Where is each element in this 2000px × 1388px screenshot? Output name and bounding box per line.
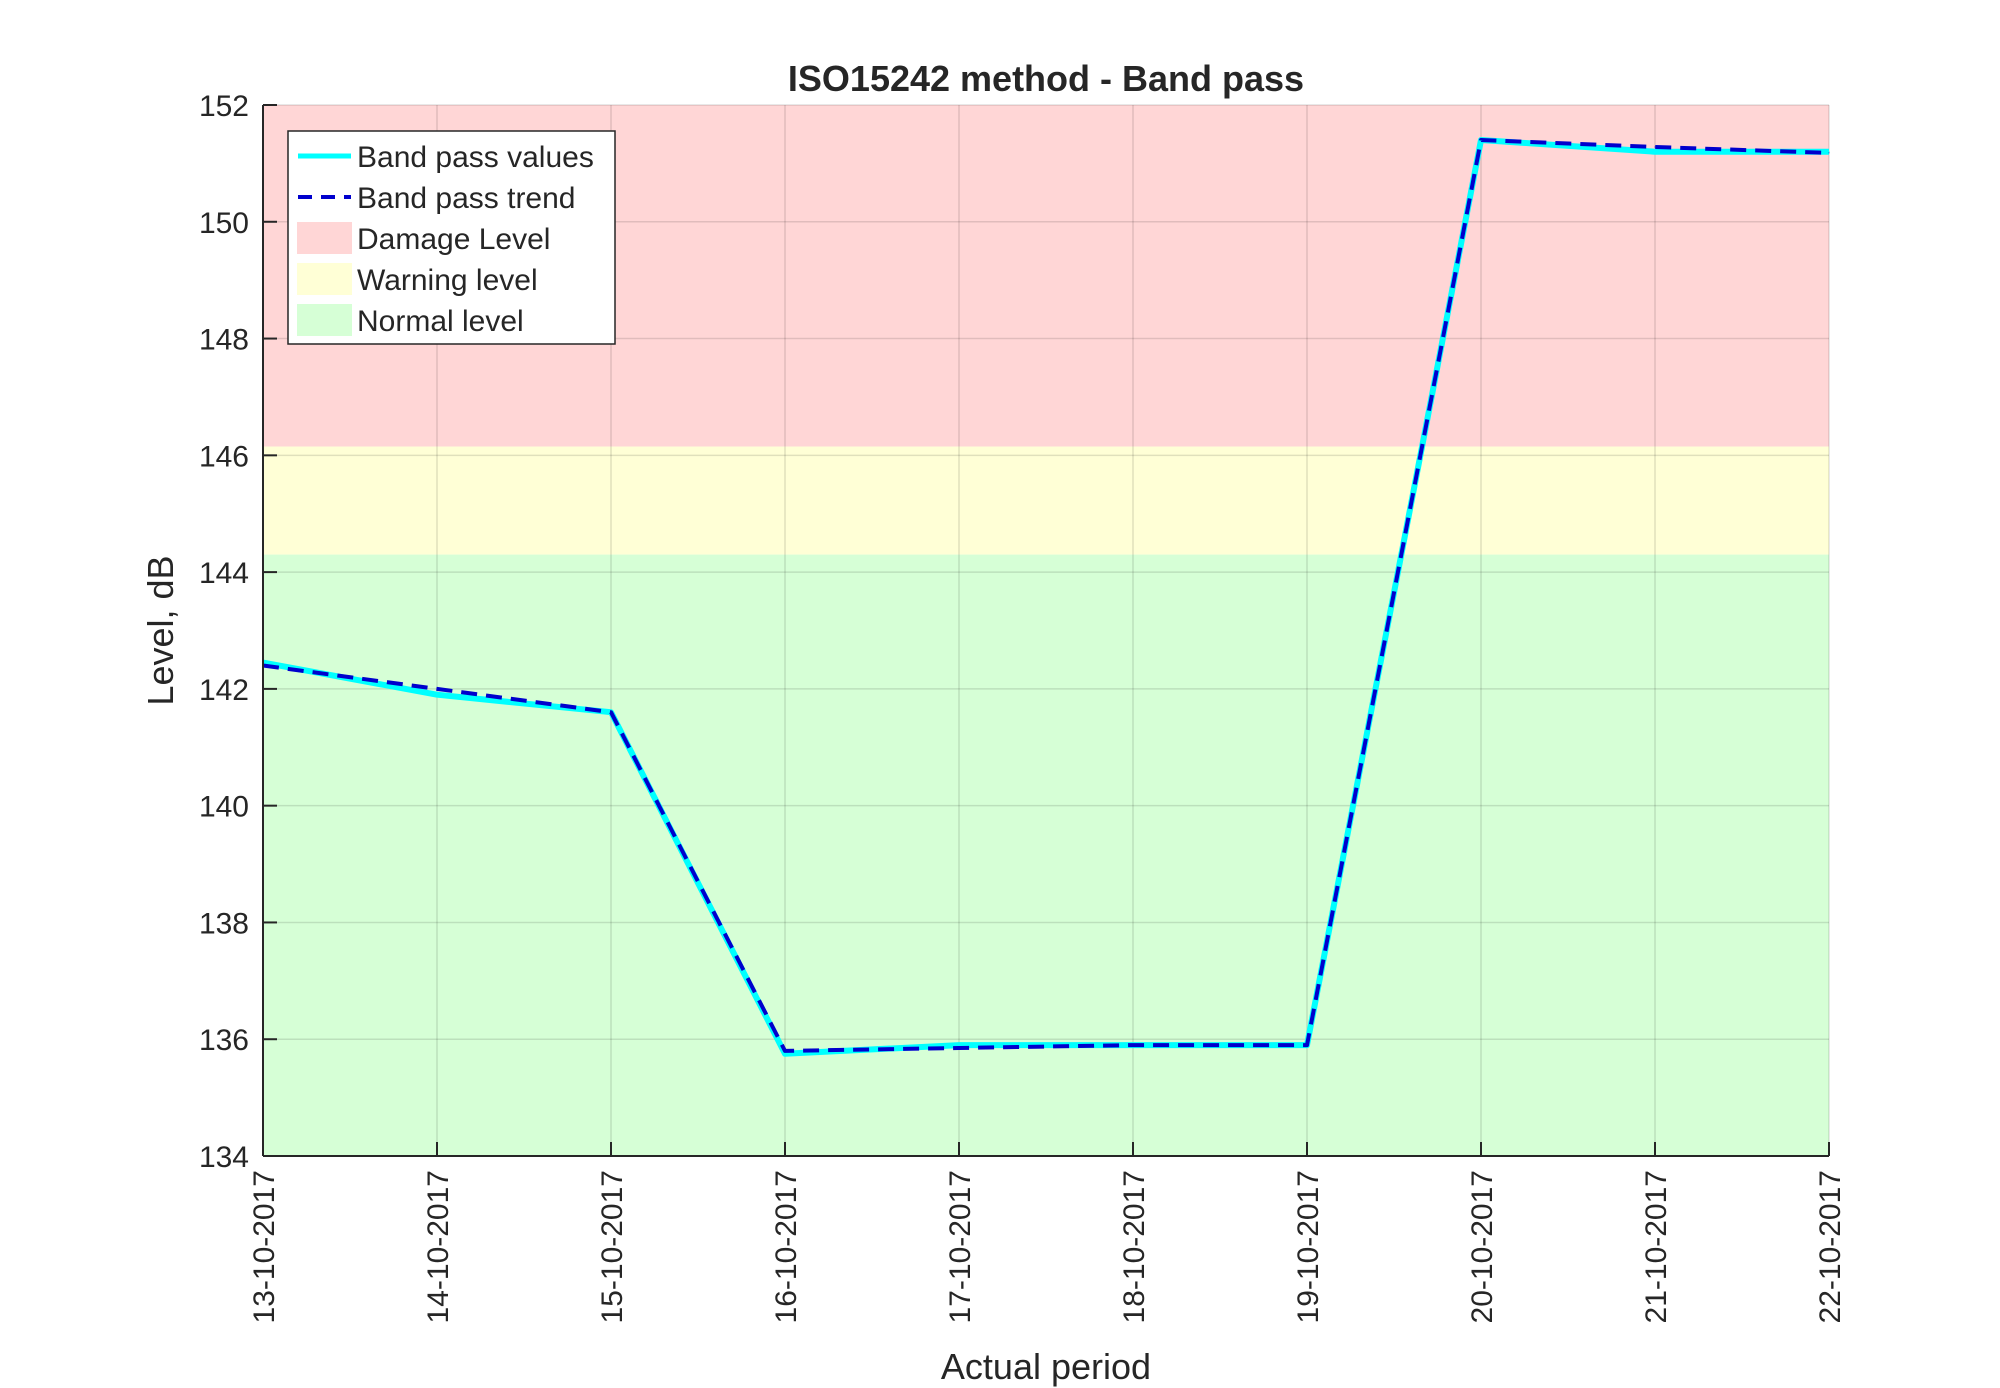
legend-swatch-warning-level <box>297 263 352 295</box>
data-point <box>1828 151 1830 153</box>
threshold-bands <box>263 105 1829 1156</box>
y-tick-label: 150 <box>199 207 249 240</box>
x-tick-label: 21-10-2017 <box>1640 1170 1673 1323</box>
y-tick-label: 142 <box>199 674 249 707</box>
x-tick-label: 14-10-2017 <box>422 1170 455 1323</box>
chart-title: ISO15242 method - Band pass <box>788 58 1304 99</box>
legend-swatch-normal-level <box>297 304 352 336</box>
data-point <box>958 1047 960 1049</box>
x-tick-label: 22-10-2017 <box>1814 1170 1847 1323</box>
data-point <box>1132 1044 1134 1046</box>
x-axis-label: Actual period <box>941 1346 1151 1387</box>
data-point <box>784 1053 786 1055</box>
legend-entry-label: Band pass values <box>357 141 594 174</box>
data-point <box>1654 151 1656 153</box>
data-point <box>1654 146 1656 148</box>
x-tick-label: 18-10-2017 <box>1118 1170 1151 1323</box>
band-normal-level <box>263 554 1829 1156</box>
y-tick-label: 146 <box>199 440 249 473</box>
legend: Band pass values Band pass trend Damage Le… <box>287 130 616 345</box>
data-point <box>436 688 438 690</box>
y-axis-label: Level, dB <box>140 555 181 705</box>
y-tick-label: 134 <box>199 1141 249 1174</box>
data-point <box>610 711 612 713</box>
data-point <box>958 1044 960 1046</box>
data-point <box>784 1050 786 1052</box>
y-tick-label: 148 <box>199 324 249 357</box>
data-point <box>436 694 438 696</box>
data-point <box>1828 152 1830 154</box>
x-tick-label: 17-10-2017 <box>944 1170 977 1323</box>
axes: 134 136 138 140 142 144 146 148 150 152 13-10-2017… <box>199 90 1847 1323</box>
y-tick-label: 152 <box>199 90 249 123</box>
legend-entry-label: Normal level <box>357 305 524 338</box>
series-line-band-pass-values <box>262 137 1829 1057</box>
y-tick-label: 138 <box>199 907 249 940</box>
x-tick-label: 13-10-2017 <box>248 1170 281 1323</box>
x-tick-label: 15-10-2017 <box>596 1170 629 1323</box>
data-point <box>1480 139 1482 141</box>
x-tick-label: 20-10-2017 <box>1466 1170 1499 1323</box>
legend-entry-label: Band pass trend <box>357 182 575 215</box>
x-tick-label: 16-10-2017 <box>770 1170 803 1323</box>
y-tick-label: 136 <box>199 1024 249 1057</box>
series-lines <box>262 137 1830 1057</box>
series-line-band-pass-trend <box>262 138 1830 1053</box>
data-point <box>1306 1044 1308 1046</box>
band-warning-level <box>263 446 1829 555</box>
x-tick-label: 19-10-2017 <box>1292 1170 1325 1323</box>
y-tick-label: 140 <box>199 791 249 824</box>
legend-entry-label: Warning level <box>357 264 538 297</box>
legend-entry-label: Damage Level <box>357 223 550 256</box>
legend-swatch-damage-level <box>297 222 352 254</box>
y-tick-label: 144 <box>199 557 249 590</box>
